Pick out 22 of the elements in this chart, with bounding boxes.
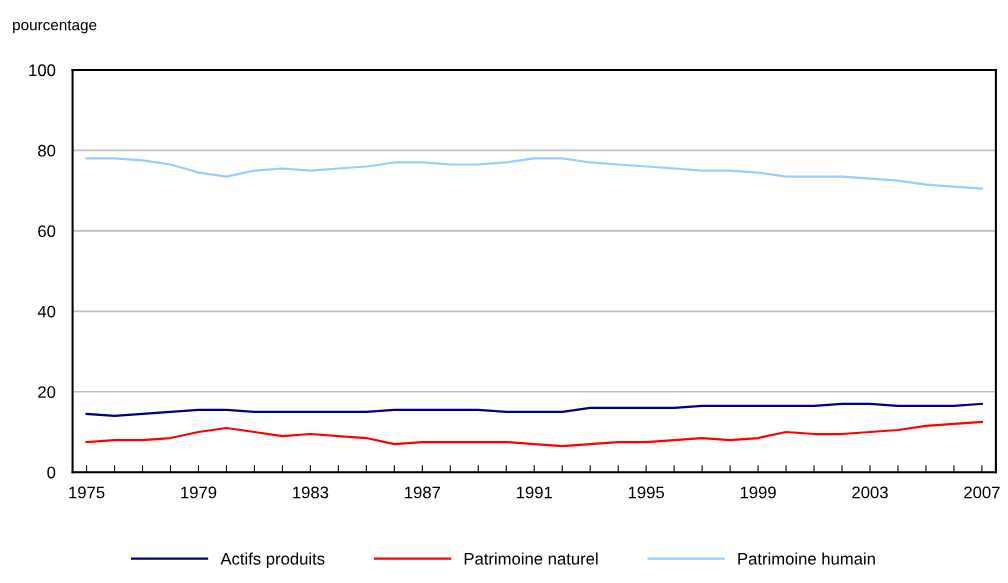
x-tick-label: 1983 (293, 486, 329, 499)
line-series (85, 420, 984, 448)
legend-label: Patrimoine naturel (464, 552, 598, 565)
y-tick-label: 80 (38, 144, 56, 157)
line-series (85, 402, 984, 418)
y-tick-label: 60 (38, 225, 56, 238)
x-tick-label: 1987 (405, 486, 441, 499)
line-series (85, 157, 984, 190)
x-tick-label: 1979 (181, 486, 217, 499)
x-tick-label: 1975 (69, 486, 105, 499)
legend-label: Actifs produits (220, 552, 325, 568)
x-tick-label: 1999 (740, 486, 776, 499)
y-tick-label: 40 (37, 305, 56, 318)
x-tick-label: 2003 (852, 486, 888, 499)
legend-label: Patrimoine humain (738, 552, 875, 565)
y-axis-title: pourcentage (13, 20, 97, 34)
y-tick-label: 20 (38, 386, 56, 398)
x-tick-label: 1995 (628, 486, 664, 499)
y-tick-label: 0 (47, 466, 56, 479)
x-tick-label: 2007 (964, 486, 1000, 499)
y-tick-label: 100 (29, 64, 56, 77)
x-tick-label: 1991 (516, 486, 552, 499)
